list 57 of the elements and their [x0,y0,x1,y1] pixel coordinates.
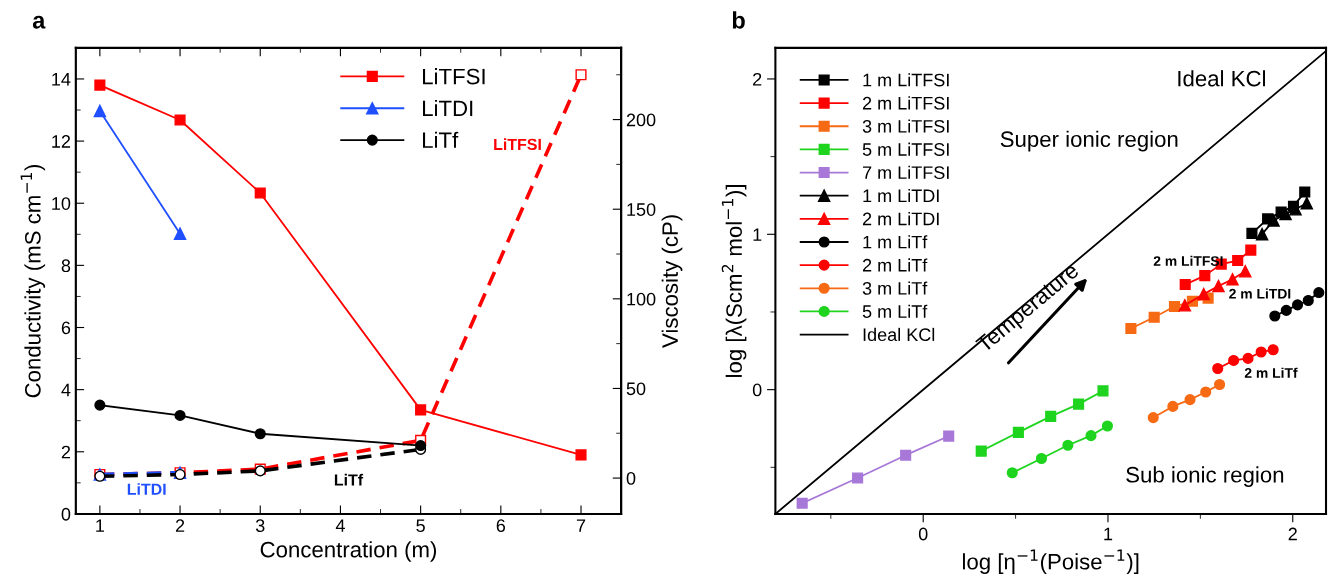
annotation: Ideal KCl [1178,70,1265,87]
y-axis-title: log [λ(Scm$^{2}$ mol$^{−1}$)] [721,185,747,377]
annotation: 2 m LiTDI [1229,288,1291,299]
x-tick-label: 0 [918,527,928,541]
legend-label: 2 m LiTDI [862,212,939,226]
y-axis-title: Conductivity (mS cm$^{−1}$) [20,164,46,398]
x-tick-label: 5 [416,519,425,533]
y-tick-label: 2 [753,72,762,86]
x-tick-label: 2 [175,519,185,532]
annotation: 2 m LiTf [1244,367,1298,378]
annotation: LiTFSI [494,138,541,151]
legend-label: 1 m LiTFSI [863,73,949,87]
legend-label: 5 m LiTf [862,304,928,318]
x-tick-label: 6 [496,519,506,533]
y2-tick-label: 200 [626,113,656,127]
y2-tick-label: 0 [626,472,636,485]
y-tick-label: 0 [752,383,762,397]
y-tick-label: 12 [52,135,71,148]
legend-label: 2 m LiTf [862,258,928,272]
legend-label: Ideal KCl [863,327,935,342]
annotation: Super ionic region [1000,130,1178,152]
x-tick-label: 4 [335,519,345,532]
legend-label: LiTDI [423,99,473,117]
x-tick-label: 2 [1288,527,1297,541]
y-tick-label: 14 [52,73,71,86]
legend-label: 5 m LiTFSI [862,142,949,156]
legend-label: LiTf [423,131,459,148]
legend-label: 3 m LiTf [862,281,928,295]
y-tick-label: 8 [61,259,71,273]
y-tick-label: 10 [52,197,71,210]
legend-label: 2 m LiTFSI [862,96,949,110]
chart-title: a [32,15,46,29]
legend-label: LiTFSI [423,68,485,85]
y-tick-label: 4 [61,383,71,397]
y-tick-label: 0 [61,507,71,521]
legend-label: 1 m LiTDI [863,188,939,202]
legend-label: 7 m LiTFSI [862,165,949,180]
annotation: LiTf [334,473,364,486]
x-tick-label: 7 [576,519,586,532]
x-tick-label: 1 [1104,527,1113,541]
annotation: 2 m LiTFSI [1153,255,1223,266]
legend-label: 3 m LiTFSI [862,119,949,133]
x-axis-title: log [η$^{−1}$(Poise$^{−1}$)] [962,549,1139,574]
y-tick-label: 6 [61,321,71,335]
x-axis-title: Concentration (m) [260,541,437,562]
legend-label: 1 m LiTf [863,235,928,249]
x-tick-label: 1 [96,519,105,532]
y2-tick-label: 50 [626,382,646,396]
y2-axis-title: Viscosity (cP) [661,215,683,348]
y-tick-label: 1 [753,228,762,241]
x-tick-label: 3 [255,519,265,533]
annotation: Sub ionic region [1126,466,1284,487]
y2-tick-label: 100 [627,292,656,306]
annotation: LiTDI [127,483,166,495]
y2-tick-label: 150 [627,203,656,216]
y-tick-label: 2 [61,445,71,459]
chart-title: b [732,11,745,29]
